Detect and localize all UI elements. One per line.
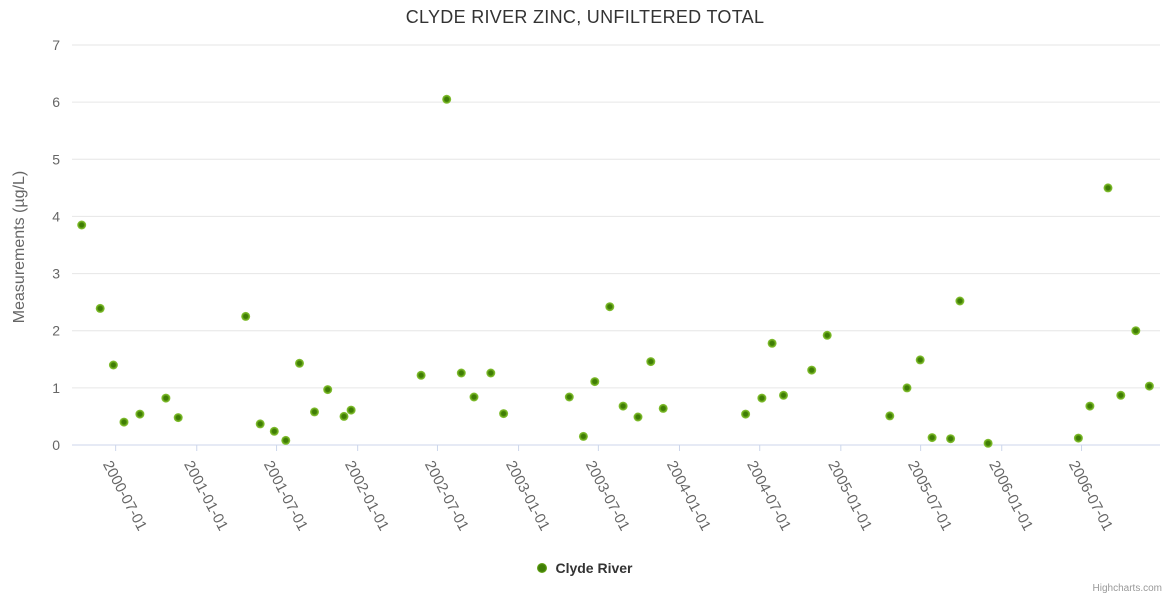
data-point[interactable] <box>757 393 767 403</box>
svg-text:2004-01-01: 2004-01-01 <box>663 458 714 534</box>
svg-text:2002-07-01: 2002-07-01 <box>421 458 472 534</box>
data-point[interactable] <box>281 435 291 445</box>
data-point[interactable] <box>499 409 509 419</box>
svg-text:2006-01-01: 2006-01-01 <box>985 458 1036 534</box>
data-point[interactable] <box>119 417 129 427</box>
legend-label: Clyde River <box>555 560 633 576</box>
data-point[interactable] <box>416 370 426 380</box>
data-point[interactable] <box>646 357 656 367</box>
svg-text:6: 6 <box>52 94 60 110</box>
data-point[interactable] <box>564 392 574 402</box>
data-point[interactable] <box>456 368 466 378</box>
data-point[interactable] <box>946 434 956 444</box>
data-point[interactable] <box>469 392 479 402</box>
data-point[interactable] <box>822 330 832 340</box>
x-axis-labels: 2000-07-01 2001-01-01 2001-07-01 2002-01-01… <box>99 458 1116 534</box>
legend: Clyde River <box>0 560 1170 576</box>
data-point[interactable] <box>983 438 993 448</box>
data-point[interactable] <box>255 419 265 429</box>
data-point[interactable] <box>161 393 171 403</box>
data-point[interactable] <box>779 390 788 400</box>
legend-item-clyde-river[interactable]: Clyde River <box>537 560 633 576</box>
data-point[interactable] <box>927 433 937 443</box>
y-axis-labels: 0 1 2 3 4 5 6 7 <box>52 37 60 453</box>
svg-text:2: 2 <box>52 323 60 339</box>
data-point[interactable] <box>1073 433 1083 443</box>
data-point[interactable] <box>1085 401 1095 411</box>
highcharts-credit[interactable]: Highcharts.com <box>1092 583 1162 594</box>
data-point[interactable] <box>1103 183 1113 193</box>
data-point[interactable] <box>173 413 183 423</box>
data-point[interactable] <box>658 403 668 413</box>
svg-text:7: 7 <box>52 37 60 53</box>
svg-text:2001-01-01: 2001-01-01 <box>180 458 231 534</box>
data-point[interactable] <box>902 383 912 393</box>
data-points <box>77 94 1154 448</box>
svg-text:4: 4 <box>52 208 60 224</box>
data-point[interactable] <box>741 409 751 419</box>
data-point[interactable] <box>310 407 319 417</box>
data-point[interactable] <box>807 365 817 375</box>
data-point[interactable] <box>77 220 87 230</box>
data-point[interactable] <box>590 377 600 387</box>
data-point[interactable] <box>1131 326 1141 336</box>
data-point[interactable] <box>295 358 304 368</box>
svg-text:5: 5 <box>52 151 60 167</box>
svg-text:2002-01-01: 2002-01-01 <box>341 458 392 534</box>
data-point[interactable] <box>95 303 105 313</box>
data-point[interactable] <box>323 385 333 395</box>
svg-text:2006-07-01: 2006-07-01 <box>1065 458 1116 534</box>
data-point[interactable] <box>241 311 251 321</box>
data-point[interactable] <box>955 296 965 306</box>
data-point[interactable] <box>1144 381 1154 391</box>
data-point[interactable] <box>1116 390 1126 400</box>
data-point[interactable] <box>108 360 118 370</box>
chart-title: CLYDE RIVER ZINC, UNFILTERED TOTAL <box>405 7 765 27</box>
svg-text:3: 3 <box>52 266 60 282</box>
svg-text:2001-07-01: 2001-07-01 <box>260 458 311 534</box>
svg-text:2004-07-01: 2004-07-01 <box>743 458 794 534</box>
svg-text:2005-01-01: 2005-01-01 <box>824 458 875 534</box>
svg-text:1: 1 <box>52 380 60 396</box>
data-point[interactable] <box>633 412 643 422</box>
data-point[interactable] <box>339 411 349 421</box>
x-axis <box>72 444 1160 451</box>
data-point[interactable] <box>442 94 452 104</box>
data-point[interactable] <box>346 405 356 415</box>
svg-text:2000-07-01: 2000-07-01 <box>99 458 150 534</box>
svg-text:2003-01-01: 2003-01-01 <box>502 458 553 534</box>
data-point[interactable] <box>618 401 628 411</box>
legend-marker-icon <box>537 563 548 573</box>
data-point[interactable] <box>486 368 496 378</box>
data-point[interactable] <box>269 426 279 436</box>
data-point[interactable] <box>605 302 615 312</box>
svg-text:0: 0 <box>52 437 60 453</box>
data-point[interactable] <box>767 338 777 348</box>
data-point[interactable] <box>578 431 588 441</box>
gridlines <box>72 44 1160 446</box>
data-point[interactable] <box>885 411 895 421</box>
svg-text:2005-07-01: 2005-07-01 <box>904 458 955 534</box>
svg-text:2003-07-01: 2003-07-01 <box>582 458 633 534</box>
data-point[interactable] <box>915 355 925 365</box>
data-point[interactable] <box>135 409 145 419</box>
